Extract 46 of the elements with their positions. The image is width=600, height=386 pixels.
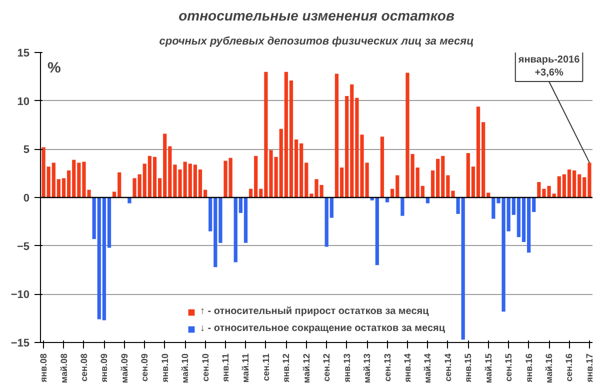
- bar: [385, 198, 390, 202]
- x-tick-label: сен.14: [442, 353, 453, 382]
- x-tick-label: май.09: [119, 353, 130, 384]
- y-tick-label: 0: [23, 192, 30, 204]
- x-tick-label: май.08: [58, 353, 69, 384]
- annotation: январь-2016 +3,6%: [518, 54, 580, 78]
- x-tick-label: янв.10: [160, 353, 170, 382]
- x-tick-label: янв.16: [524, 353, 534, 382]
- x-tick-label: май.15: [483, 353, 494, 384]
- y-tick-label: 10: [17, 96, 30, 108]
- bar: [128, 198, 132, 204]
- x-tick-label: янв.12: [281, 353, 292, 382]
- y-tick-label: 15: [17, 48, 30, 60]
- x-tick-label: сен.13: [382, 353, 392, 382]
- x-tick-label: янв.13: [342, 353, 352, 382]
- chart-title: относительные изменения остатков: [178, 8, 455, 24]
- x-tick-label: май.14: [422, 353, 433, 384]
- y-tick-label: 5: [23, 144, 30, 156]
- x-tick-label: сен.12: [322, 353, 332, 382]
- x-tick-label: янв.14: [402, 353, 412, 382]
- legend-label: ↓ - относительное сокращение остатков за месяц: [200, 323, 446, 334]
- x-tick-label: май.13: [362, 353, 372, 384]
- x-tick-label: янв.15: [463, 353, 474, 382]
- x-tick-label: сен.10: [200, 353, 210, 382]
- y-tick-label: −15: [10, 338, 30, 350]
- y-tick-label: −10: [10, 289, 30, 302]
- x-tick-label: янв.09: [99, 353, 110, 382]
- x-tick-label: сен.16: [564, 353, 574, 382]
- x-tick-label: май.16: [544, 353, 554, 384]
- x-tick-label: сен.09: [140, 353, 150, 382]
- chart-subtitle: срочных рублевых депозитов физических лиц за месяц: [159, 36, 474, 48]
- x-tick-label: янв.17: [584, 353, 594, 382]
- bar: [426, 198, 430, 204]
- bar: [380, 136, 384, 198]
- x-tick-label: май.11: [240, 354, 251, 383]
- legend-label: ↑ - относительный прирост остатков за месяц: [200, 306, 429, 317]
- x-tick-label: сен.08: [78, 353, 89, 382]
- x-tick-label: май.10: [180, 353, 190, 384]
- x-tick-label: сен.11: [260, 353, 271, 381]
- y-axis-title: %: [48, 60, 61, 76]
- y-tick-label: −5: [16, 240, 30, 253]
- x-tick-label: май.12: [301, 353, 312, 384]
- x-tick-label: сен.15: [504, 353, 514, 382]
- x-tick-label: янв.08: [38, 353, 49, 382]
- x-tick-label: янв.11: [220, 353, 231, 382]
- bar: [400, 198, 404, 216]
